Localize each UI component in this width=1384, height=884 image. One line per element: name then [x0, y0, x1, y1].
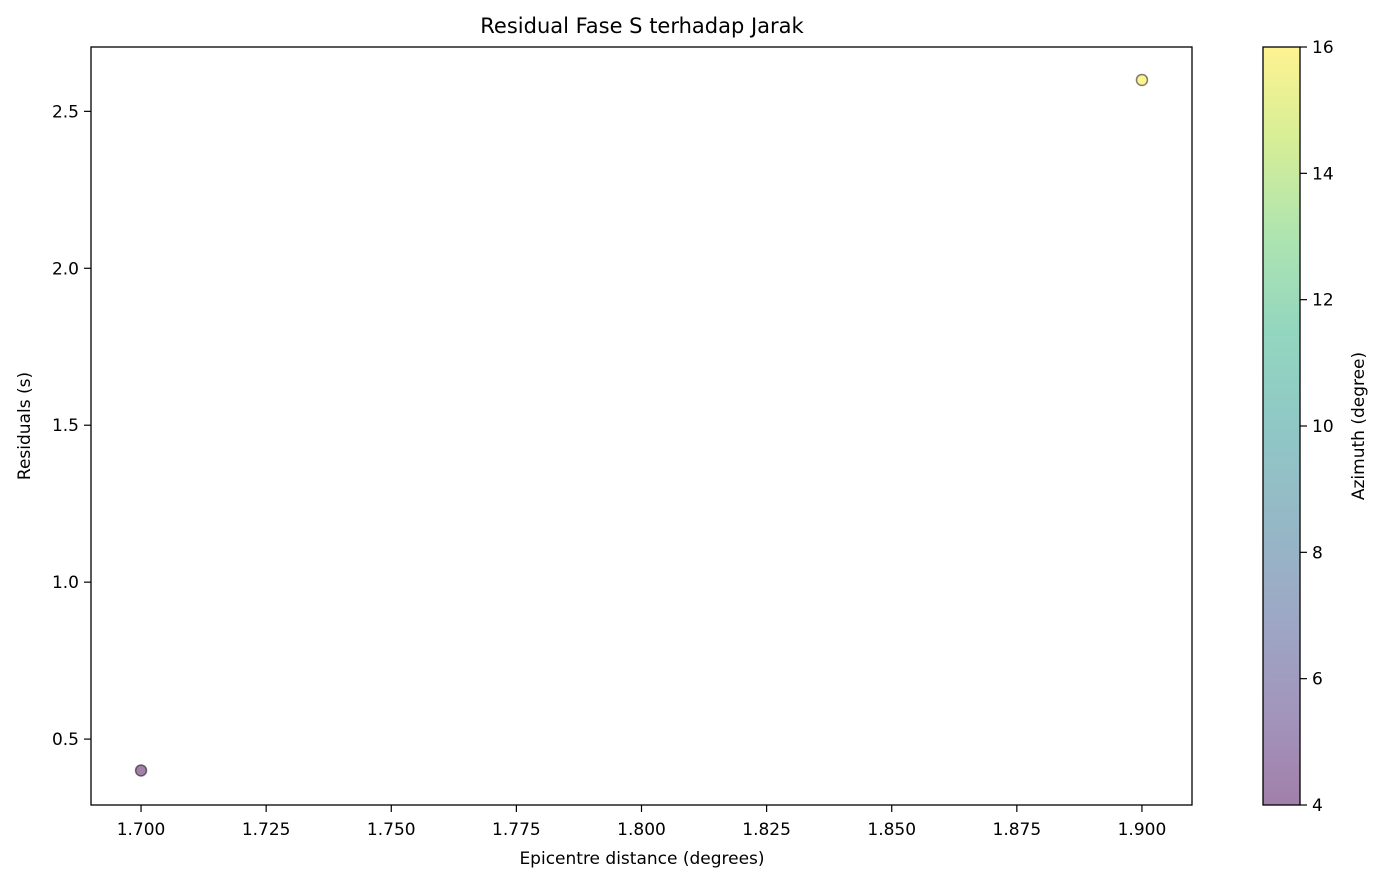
- colorbar-tick-label: 10: [1312, 417, 1334, 437]
- colorbar-tick-label: 12: [1312, 291, 1334, 311]
- y-tick-label: 0.5: [52, 730, 79, 750]
- y-tick-label: 1.5: [52, 416, 79, 436]
- x-tick-label: 1.700: [117, 820, 166, 840]
- colorbar-tick-label: 16: [1312, 38, 1334, 58]
- y-axis-ticks: 0.5 1.0 1.5 2.0 2.5: [52, 102, 91, 750]
- colorbar-tick-label: 6: [1312, 670, 1323, 690]
- x-tick-label: 1.800: [617, 820, 666, 840]
- colorbar-tick-label: 4: [1312, 796, 1323, 816]
- plot-area: [91, 47, 1192, 805]
- scatter-point: [134, 764, 148, 777]
- data-points: [134, 73, 1149, 777]
- x-tick-label: 1.900: [1118, 820, 1167, 840]
- x-tick-label: 1.875: [993, 820, 1042, 840]
- x-tick-label: 1.750: [367, 820, 416, 840]
- colorbar-tick-label: 8: [1312, 543, 1323, 563]
- colorbar-tick-label: 14: [1312, 164, 1334, 184]
- x-tick-label: 1.825: [742, 820, 791, 840]
- plot-frame: [90, 46, 1193, 806]
- y-tick-label: 2.5: [52, 102, 79, 122]
- colorbar-ticks: 4 6 8 10 12 14 16: [1300, 38, 1334, 816]
- x-axis-ticks: 1.700 1.725 1.750 1.775 1.800 1.825 1.850 1.875…: [117, 805, 1167, 840]
- scatter-point: [1135, 73, 1149, 87]
- x-tick-label: 1.775: [492, 820, 541, 840]
- colorbar-gradient: [1263, 47, 1300, 805]
- y-axis-label: Residuals (s): [15, 372, 35, 480]
- chart-title: Residual Fase S terhadap Jarak: [480, 14, 804, 38]
- colorbar-label: Azimuth (degree): [1349, 352, 1369, 500]
- x-axis-label: Epicentre distance (degrees): [519, 849, 764, 869]
- y-tick-label: 1.0: [52, 573, 79, 593]
- y-tick-label: 2.0: [52, 259, 79, 279]
- x-tick-label: 1.850: [867, 820, 916, 840]
- x-tick-label: 1.725: [242, 820, 291, 840]
